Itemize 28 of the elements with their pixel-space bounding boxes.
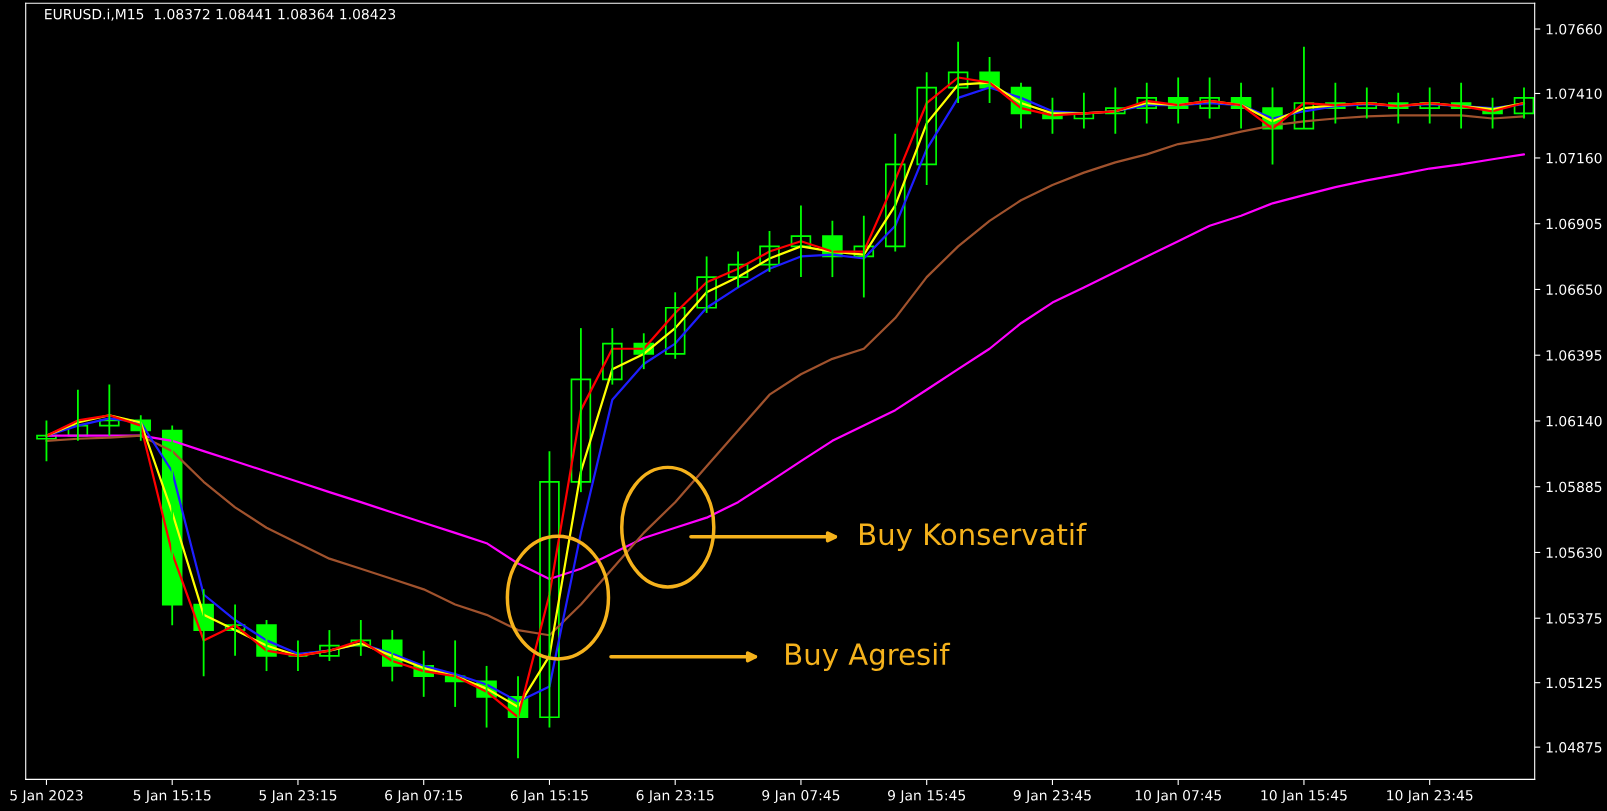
x-tick-label: 10 Jan 07:45 [1135,790,1221,804]
x-tick-label: 6 Jan 15:15 [510,790,588,804]
chart-title: EURUSD.i,M15 1.08372 1.08441 1.08364 1.08423 [45,8,396,21]
x-tick-label: 5 Jan 2023 [10,790,83,804]
y-tick-label: 1.07160 [1546,152,1602,164]
x-tick-label: 5 Jan 23:15 [259,790,337,804]
y-tick-label: 1.06395 [1546,350,1602,361]
x-tick-label: 9 Jan 07:45 [762,790,840,804]
x-tick-label: 5 Jan 15:15 [133,790,211,804]
annotation: Buy Konservatif [860,522,1087,551]
x-tick-label: 10 Jan 15:45 [1261,790,1347,804]
y-tick-label: 1.05885 [1546,481,1602,493]
x-tick-label: 9 Jan 23:45 [1013,790,1091,804]
x-tick-label: 9 Jan 15:45 [888,790,966,804]
y-tick-label: 1.04875 [1546,742,1602,753]
x-tick-label: 6 Jan 07:15 [385,790,463,804]
annotation: Buy Agresif [786,642,951,671]
x-tick-label: 6 Jan 23:15 [636,790,714,804]
y-tick-label: 1.06905 [1546,218,1602,230]
y-tick-label: 1.06650 [1546,284,1602,295]
y-tick-label: 1.07660 [1546,24,1602,35]
x-tick-label: 10 Jan 23:45 [1387,790,1473,804]
y-tick-label: 1.05630 [1546,547,1602,558]
y-tick-label: 1.05125 [1546,677,1602,689]
y-tick-label: 1.06140 [1546,415,1602,427]
y-tick-label: 1.05375 [1546,613,1602,624]
y-tick-label: 1.07410 [1546,88,1602,99]
candlestick [287,639,309,672]
